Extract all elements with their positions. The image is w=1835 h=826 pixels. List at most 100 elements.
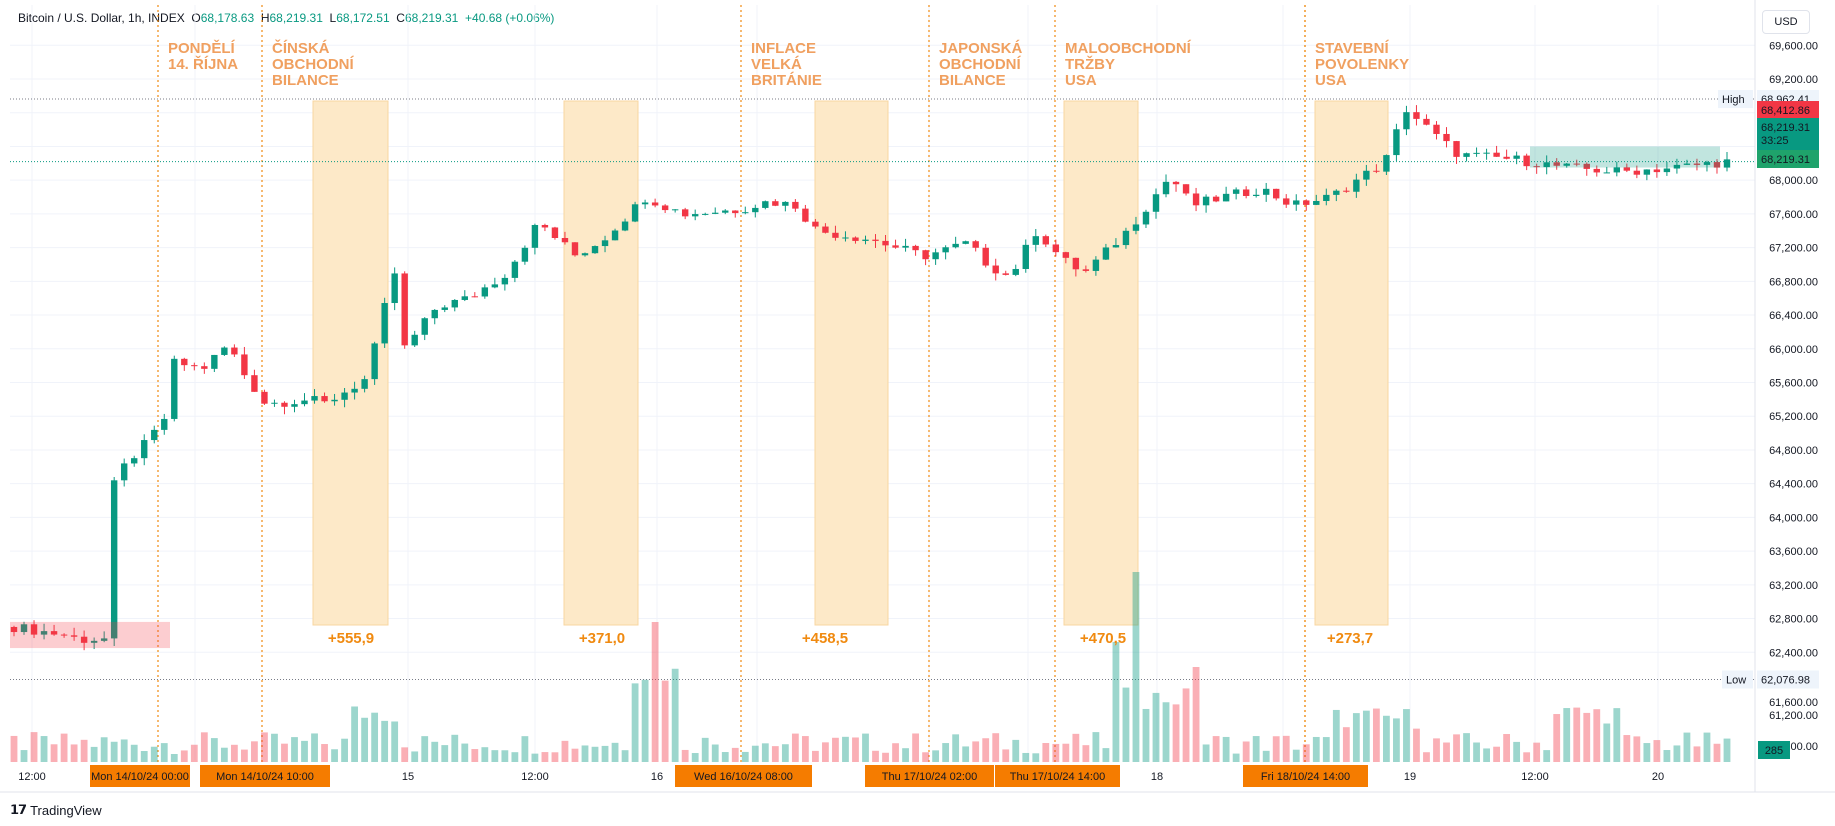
event-label: JAPONSKÁ [939, 40, 1023, 57]
countdown-label: 33:25 [1761, 135, 1789, 147]
volume-bar [641, 679, 649, 762]
candle-body [1192, 193, 1200, 206]
candle-body [1102, 247, 1110, 260]
candle-body [1693, 163, 1701, 165]
event-highlight-zone [814, 100, 889, 626]
volume-bar [150, 746, 158, 762]
volume-bar [671, 668, 679, 762]
currency-button[interactable]: USD [1762, 10, 1810, 34]
volume-bar [1112, 642, 1120, 762]
time-tag-label: Fri 18/10/24 14:00 [1261, 771, 1350, 783]
volume-bar [160, 743, 168, 762]
candle-body [491, 284, 499, 288]
volume-bar [1713, 743, 1721, 762]
volume-bar [771, 746, 779, 762]
candle-body [1433, 124, 1440, 134]
volume-bar [261, 732, 268, 762]
candle-body [812, 221, 819, 227]
candle-body [621, 221, 629, 231]
candle-body [932, 252, 939, 260]
volume-bar [711, 744, 719, 762]
volume-bar [40, 736, 48, 762]
candle-body [100, 638, 108, 641]
candle-body [301, 400, 308, 405]
x-tick-label: 20 [1652, 771, 1664, 783]
volume-bar [1493, 746, 1500, 762]
volume-bar [1012, 739, 1020, 762]
candle-body [732, 210, 739, 214]
volume-bar [812, 750, 819, 762]
time-tag [200, 765, 330, 787]
volume-bar [60, 733, 68, 762]
volume-bar [30, 732, 38, 762]
volume-bar [1523, 752, 1531, 762]
candle-body [561, 237, 569, 243]
volume-bar [992, 733, 1000, 762]
event-highlight-zone [1063, 100, 1139, 626]
volume-bar [1453, 734, 1460, 762]
volume-bar [681, 749, 689, 762]
volume-bar [1443, 742, 1450, 762]
candle-body [1303, 200, 1310, 205]
candle-body [131, 458, 138, 464]
volume-bar [10, 735, 18, 762]
candle-body [40, 631, 48, 635]
volume-bar [251, 741, 258, 762]
volume-bar [20, 750, 28, 762]
candle-body [772, 201, 779, 206]
volume-bar [331, 749, 338, 762]
y-tick-label: 64,400.00 [1769, 479, 1818, 491]
event-highlight-zone [563, 100, 639, 626]
y-tick-label: 69,600.00 [1769, 40, 1818, 52]
candle-body [892, 245, 899, 248]
candle-body [70, 635, 78, 637]
low-price-tag [1757, 670, 1819, 689]
range-box [10, 621, 170, 649]
low-label: Low [1726, 674, 1746, 686]
candle-body [1473, 152, 1480, 154]
volume-bar [1302, 744, 1310, 762]
candle-body [1633, 170, 1641, 175]
last-price-tag [1757, 118, 1819, 150]
candle-body [1082, 269, 1090, 271]
tradingview-brand[interactable]: 𝟭𝟳 TradingView [10, 802, 102, 818]
candle-body [611, 230, 619, 241]
candle-body [30, 624, 38, 635]
candle-body [361, 379, 368, 389]
candle-body [20, 624, 28, 633]
volume-bar [741, 751, 749, 762]
volume-bar [1162, 702, 1170, 762]
volume-bar [631, 683, 639, 762]
low-price-tag-label: 62,076.98 [1761, 674, 1810, 686]
candle-body [1413, 112, 1420, 119]
volume-bar [1062, 743, 1070, 762]
candle-body [1142, 211, 1150, 225]
volume-bar [1342, 727, 1350, 762]
volume-bar [822, 742, 829, 762]
volume-bar [942, 743, 950, 762]
volume-bar [521, 736, 529, 762]
time-tag-label: Mon 14/10/24 10:00 [216, 771, 314, 783]
volume-bar [1292, 749, 1300, 762]
volume-bar [501, 750, 509, 762]
symbol-title: Bitcoin / U.S. Dollar, 1h, INDEX [18, 11, 185, 25]
volume-bar [391, 721, 399, 762]
candle-body [60, 634, 68, 636]
volume-bar [1613, 708, 1621, 762]
volume-bar [1252, 736, 1260, 762]
close-value: 68,219.31 [404, 11, 459, 25]
prev-close-tag [1757, 101, 1819, 119]
candle-body [1583, 163, 1590, 169]
volume-bar [1603, 723, 1611, 762]
candle-body [90, 640, 98, 643]
volume-bar [1092, 732, 1100, 762]
candle-body [291, 404, 298, 407]
volume-bar [842, 736, 849, 762]
event-label: POVOLENKY [1315, 56, 1409, 73]
volume-bar [751, 745, 759, 762]
volume-bar [1663, 750, 1671, 762]
volume-bar [1533, 742, 1541, 762]
x-tick-label: 12:00 [1521, 771, 1549, 783]
event-label: TRŽBY [1065, 55, 1115, 73]
